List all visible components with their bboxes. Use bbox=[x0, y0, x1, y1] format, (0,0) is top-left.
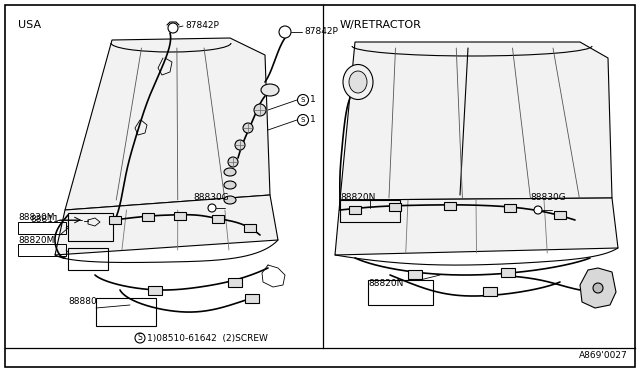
Circle shape bbox=[279, 26, 291, 38]
Bar bbox=[444, 202, 456, 210]
Text: 88830M: 88830M bbox=[18, 213, 54, 222]
Text: 88820M: 88820M bbox=[18, 236, 54, 245]
Ellipse shape bbox=[224, 168, 236, 176]
Ellipse shape bbox=[224, 196, 236, 204]
Text: 1)08510-61642  (2)SCREW: 1)08510-61642 (2)SCREW bbox=[147, 334, 268, 343]
Ellipse shape bbox=[261, 84, 279, 96]
Bar bbox=[504, 204, 516, 212]
Polygon shape bbox=[580, 268, 616, 308]
Polygon shape bbox=[55, 195, 278, 255]
Text: S: S bbox=[301, 97, 305, 103]
Text: 88820N: 88820N bbox=[340, 193, 376, 202]
Bar bbox=[68, 248, 108, 270]
Bar bbox=[96, 298, 156, 326]
Circle shape bbox=[168, 23, 178, 33]
Bar bbox=[109, 216, 121, 224]
Circle shape bbox=[593, 283, 603, 293]
Circle shape bbox=[235, 140, 245, 150]
Text: 87842P: 87842P bbox=[304, 28, 338, 36]
Bar bbox=[245, 294, 259, 303]
Bar bbox=[349, 206, 361, 214]
Text: 1: 1 bbox=[310, 96, 316, 105]
Bar bbox=[501, 268, 515, 277]
Polygon shape bbox=[65, 38, 270, 210]
Bar bbox=[18, 244, 66, 256]
Ellipse shape bbox=[224, 181, 236, 189]
Bar bbox=[408, 270, 422, 279]
Text: W/RETRACTOR: W/RETRACTOR bbox=[340, 20, 422, 30]
Text: 88830G: 88830G bbox=[193, 193, 228, 202]
Bar bbox=[68, 213, 113, 241]
Circle shape bbox=[208, 204, 216, 212]
Bar bbox=[174, 212, 186, 220]
Bar bbox=[148, 286, 162, 295]
Text: A869'0027: A869'0027 bbox=[579, 351, 628, 360]
Text: 88880: 88880 bbox=[68, 297, 97, 306]
Circle shape bbox=[298, 115, 308, 125]
Text: S: S bbox=[301, 117, 305, 123]
Circle shape bbox=[298, 94, 308, 106]
Ellipse shape bbox=[349, 71, 367, 93]
Bar bbox=[212, 215, 224, 223]
Circle shape bbox=[254, 104, 266, 116]
Bar bbox=[142, 213, 154, 221]
Text: 1: 1 bbox=[310, 115, 316, 125]
Circle shape bbox=[228, 157, 238, 167]
Bar bbox=[368, 280, 433, 305]
Text: 88820N: 88820N bbox=[368, 279, 403, 288]
Text: S: S bbox=[138, 334, 142, 343]
Bar bbox=[244, 224, 256, 232]
Text: 88830G: 88830G bbox=[530, 193, 566, 202]
Text: 87842P: 87842P bbox=[185, 22, 219, 31]
Circle shape bbox=[534, 206, 542, 214]
Polygon shape bbox=[340, 42, 612, 200]
Bar bbox=[340, 200, 400, 222]
Bar bbox=[18, 222, 66, 234]
Circle shape bbox=[243, 123, 253, 133]
Bar bbox=[228, 278, 242, 287]
Bar bbox=[483, 287, 497, 296]
Bar bbox=[554, 211, 566, 219]
Text: USA: USA bbox=[18, 20, 41, 30]
Ellipse shape bbox=[343, 64, 373, 99]
Polygon shape bbox=[335, 198, 618, 255]
Text: 88811: 88811 bbox=[30, 215, 59, 224]
Bar bbox=[389, 203, 401, 211]
